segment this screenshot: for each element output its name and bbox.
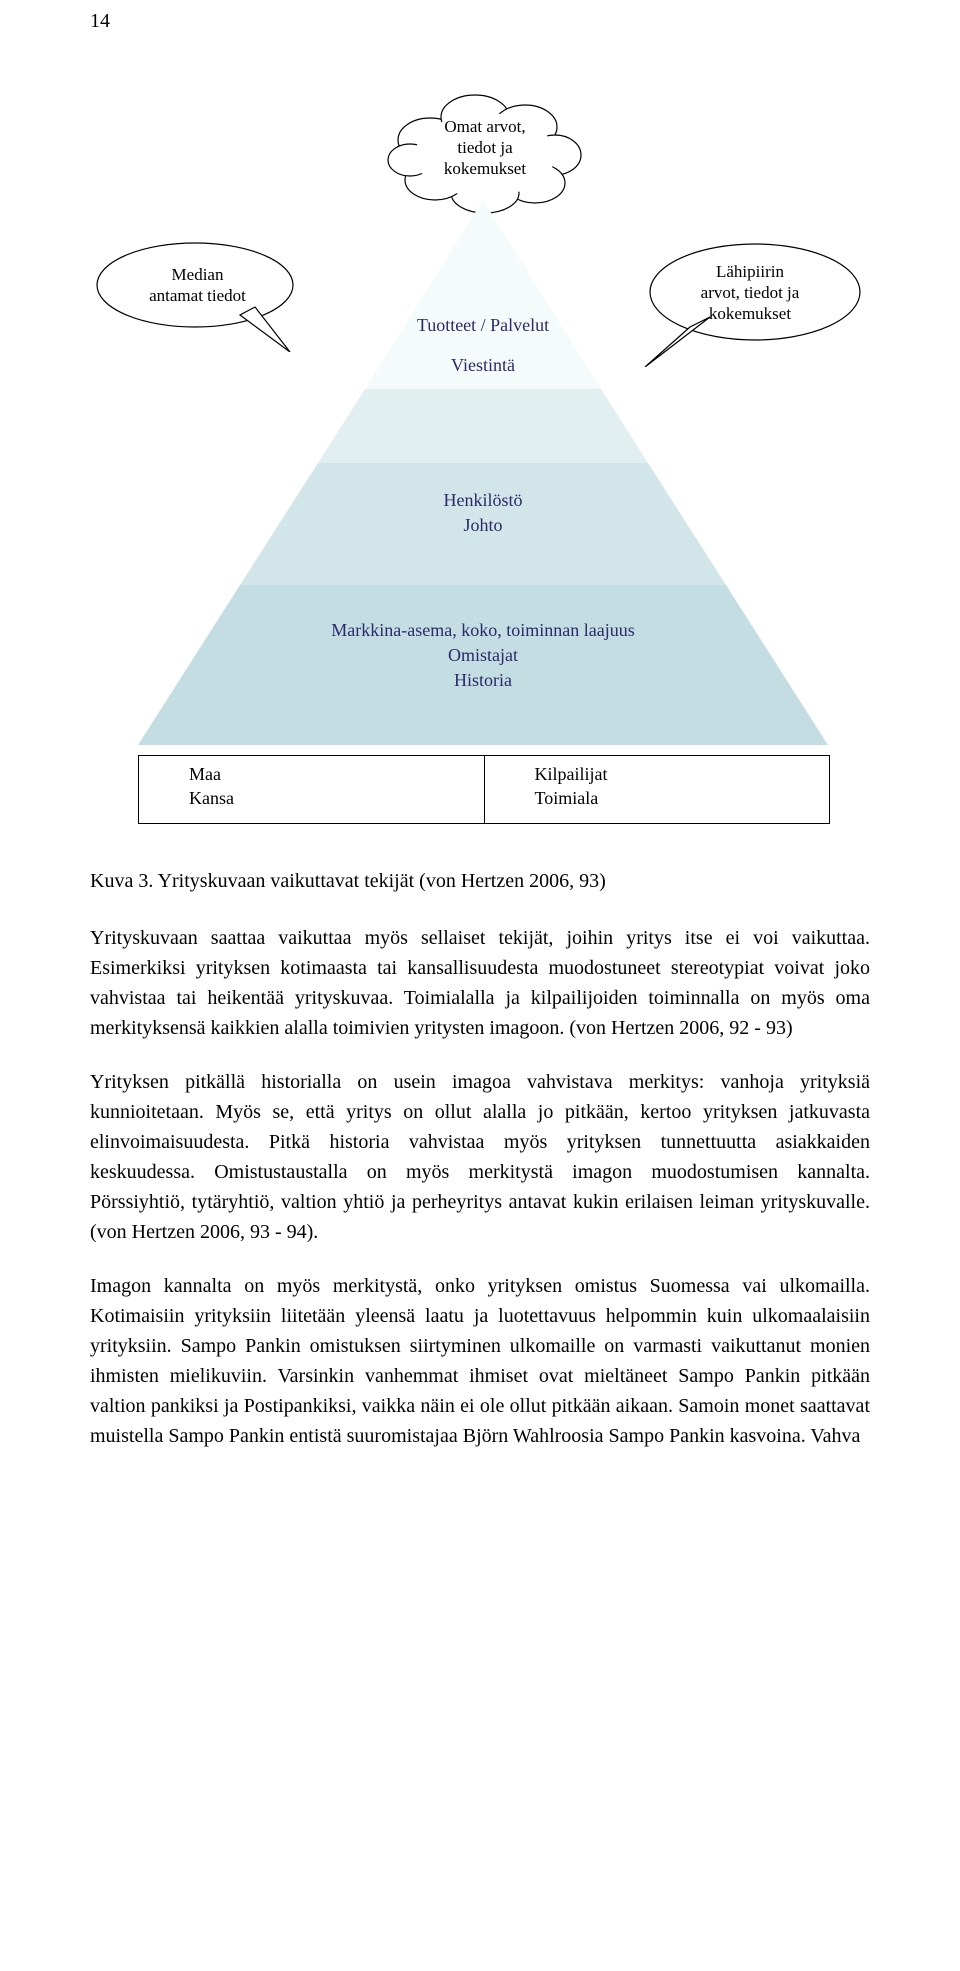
bottom-cell-right: Kilpailijat Toimiala	[485, 756, 830, 823]
pyramid-layer1-label: Tuotteet / Palvelut	[138, 315, 828, 336]
pyramid-layer4c-label: Historia	[138, 670, 828, 691]
paragraph-1: Yrityskuvaan saattaa vaikuttaa myös sell…	[90, 923, 870, 1043]
pyramid-layer2-label: Viestintä	[138, 355, 828, 376]
pyramid-layer3a-label: Henkilöstö	[138, 490, 828, 511]
paragraph-2: Yrityksen pitkällä historialla on usein …	[90, 1067, 870, 1247]
figure-caption: Kuva 3. Yrityskuvaan vaikuttavat tekijät…	[90, 870, 870, 893]
cloud-main-text: Omat arvot, tiedot ja kokemukset	[434, 116, 536, 180]
paragraph-3: Imagon kannalta on myös merkitystä, onko…	[90, 1271, 870, 1451]
thought-cloud-main: Omat arvot, tiedot ja kokemukset	[390, 95, 580, 200]
bubble-left-text: Median antamat tiedot	[149, 264, 246, 307]
pyramid-layer4a-label: Markkina-asema, koko, toiminnan laajuus	[138, 620, 828, 641]
page-number: 14	[90, 10, 110, 33]
pyramid-layer3b-label: Johto	[138, 515, 828, 536]
pyramid-layer4b-label: Omistajat	[138, 645, 828, 666]
document-page: 14 Omat arvot, tiedot ja kokemukset	[0, 0, 960, 1535]
image-pyramid-diagram: Omat arvot, tiedot ja kokemukset Median …	[90, 60, 870, 840]
bottom-category-table: Maa Kansa Kilpailijat Toimiala	[138, 755, 830, 824]
bottom-cell-left: Maa Kansa	[139, 756, 485, 823]
